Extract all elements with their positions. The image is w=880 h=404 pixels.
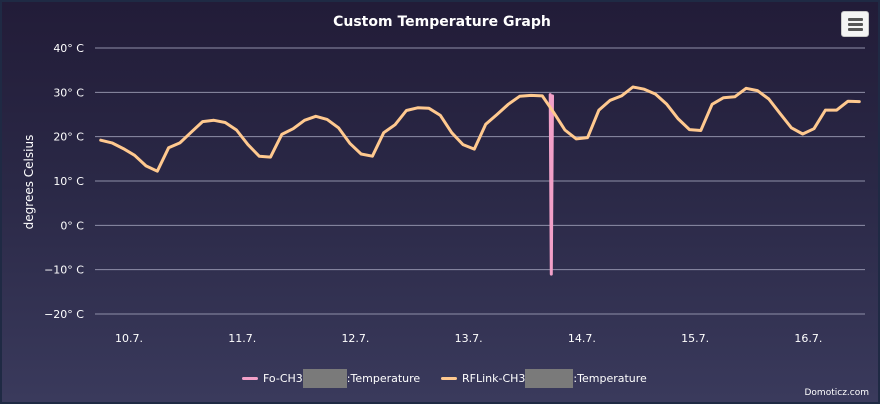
- menu-bar: [848, 18, 863, 21]
- y-tick-label: 30° C: [53, 86, 84, 99]
- legend-swatch: [242, 376, 258, 380]
- credit-link[interactable]: Domoticz.com: [804, 388, 870, 398]
- legend-item-fo-ch3[interactable]: Fo-CH3 :Temperature: [242, 368, 420, 388]
- legend-label-prefix: RFLink-CH3: [462, 371, 526, 385]
- menu-bar: [848, 28, 863, 31]
- legend-swatch: [441, 376, 457, 380]
- y-tick-label: 0° C: [60, 219, 84, 232]
- y-tick-label: −20° C: [44, 308, 84, 321]
- redaction-block: [302, 368, 347, 388]
- legend-item-rflink-ch3[interactable]: RFLink-CH3 :Temperature: [441, 368, 647, 388]
- series-lines: [99, 85, 861, 276]
- legend-label-suffix: :Temperature: [573, 371, 647, 385]
- x-tick-label: 14.7.: [568, 332, 596, 345]
- hamburger-menu-icon[interactable]: [841, 11, 869, 37]
- y-tick-label: 10° C: [53, 175, 84, 188]
- y-tick-label: −10° C: [44, 264, 84, 277]
- x-tick-label: 12.7.: [341, 332, 369, 345]
- y-tick-label: 40° C: [53, 42, 84, 55]
- grid-lines: [95, 47, 865, 315]
- redaction-block: [525, 368, 574, 388]
- legend-label-prefix: Fo-CH3: [263, 371, 303, 385]
- menu-bar: [848, 23, 863, 26]
- x-tick-label: 16.7.: [794, 332, 822, 345]
- x-tick-label: 10.7.: [115, 332, 143, 345]
- legend-label-suffix: :Temperature: [346, 371, 421, 385]
- series-line-rflink-ch3: [99, 85, 861, 173]
- series-line-fo-ch3: [548, 93, 554, 276]
- x-tick-labels: 10.7. 11.7. 12.7. 13.7. 14.7. 15.7. 16.7.: [115, 332, 822, 345]
- chart-title: Custom Temperature Graph: [333, 14, 551, 30]
- y-tick-labels: −20° C −10° C 0° C 10° C 20° C 30° C 40° C: [44, 42, 84, 321]
- x-tick-label: 11.7.: [228, 332, 256, 345]
- x-tick-label: 13.7.: [455, 332, 483, 345]
- y-tick-label: 20° C: [53, 131, 84, 144]
- x-tick-label: 15.7.: [681, 332, 709, 345]
- legend: Fo-CH3 :Temperature RFLink-CH3 :Temperat…: [2, 368, 878, 388]
